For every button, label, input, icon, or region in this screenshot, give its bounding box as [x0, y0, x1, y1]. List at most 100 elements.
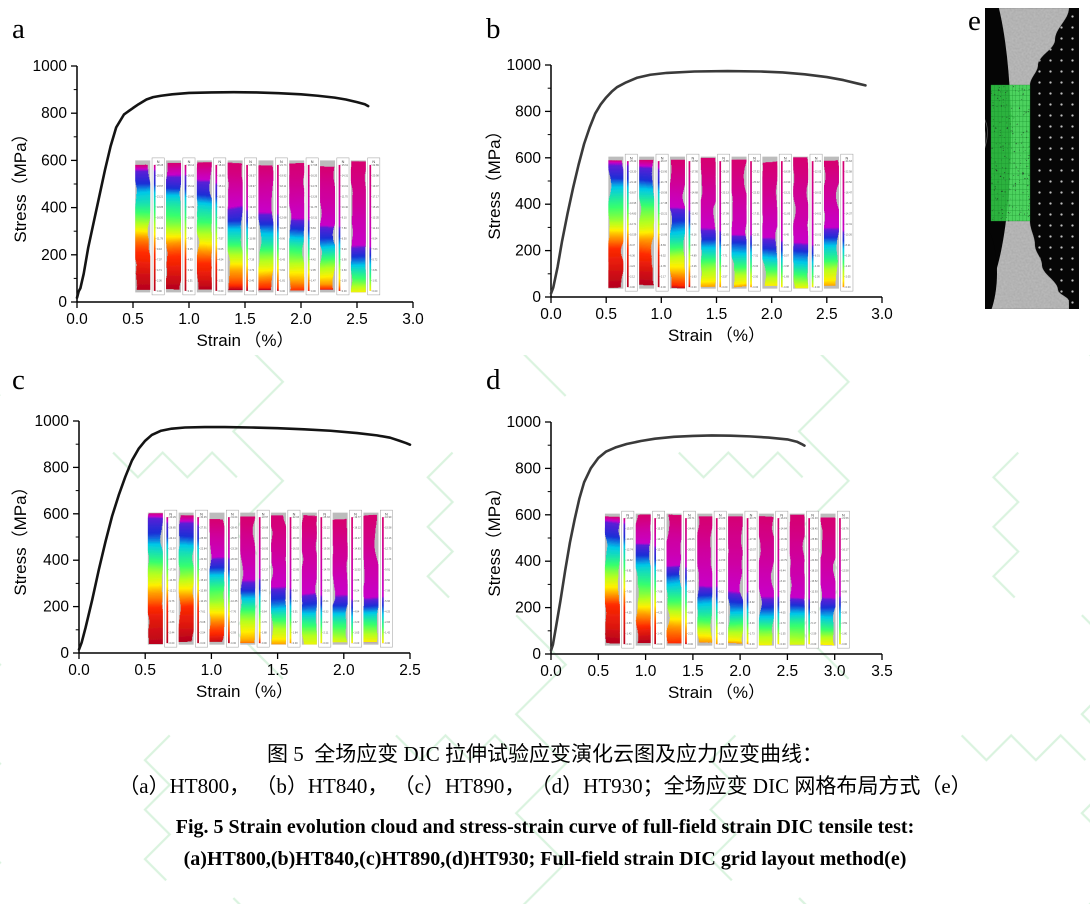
svg-text:3.76: 3.76: [262, 621, 267, 624]
svg-text:17.95: 17.95: [692, 171, 699, 174]
svg-text:14.37: 14.37: [846, 213, 853, 216]
svg-text:7.19: 7.19: [249, 259, 254, 262]
svg-text:8.98: 8.98: [842, 591, 847, 594]
svg-text:6.05: 6.05: [188, 248, 193, 251]
svg-text:16.78: 16.78: [249, 217, 256, 220]
svg-text:0.00: 0.00: [753, 286, 758, 289]
svg-text:7.71: 7.71: [722, 255, 727, 258]
svg-text:15.42: 15.42: [722, 223, 729, 226]
svg-text:19.18: 19.18: [249, 206, 256, 209]
svg-text:1.81: 1.81: [280, 280, 285, 283]
svg-text:21.56: 21.56: [842, 517, 849, 520]
svg-text:26.71: 26.71: [688, 517, 695, 520]
svg-text:10.87: 10.87: [280, 227, 287, 230]
svg-text:18.12: 18.12: [354, 527, 361, 530]
svg-text:5.20: 5.20: [342, 248, 347, 251]
svg-text:15.26: 15.26: [373, 206, 380, 209]
svg-text:13.35: 13.35: [688, 580, 695, 583]
svg-text:13.04: 13.04: [661, 223, 668, 226]
svg-text:18.36: 18.36: [293, 537, 300, 540]
svg-text:10.60: 10.60: [219, 217, 226, 220]
svg-text:7.08: 7.08: [657, 591, 662, 594]
svg-text:16.19: 16.19: [781, 517, 788, 520]
svg-text:3.65: 3.65: [719, 622, 724, 625]
svg-text:4.10: 4.10: [846, 265, 851, 268]
svg-text:2.54: 2.54: [200, 632, 205, 635]
svg-text:200: 200: [515, 243, 541, 260]
svg-text:11.98: 11.98: [249, 238, 256, 241]
svg-text:4.35: 4.35: [661, 265, 666, 268]
svg-text:7.56: 7.56: [188, 238, 193, 241]
svg-text:26.85: 26.85: [170, 527, 177, 530]
svg-text:20.69: 20.69: [231, 558, 238, 561]
svg-text:30.02: 30.02: [753, 160, 760, 163]
svg-text:19.77: 19.77: [354, 516, 361, 519]
svg-text:6.36: 6.36: [630, 255, 635, 258]
svg-text:5.08: 5.08: [200, 621, 205, 624]
svg-text:1000: 1000: [507, 414, 542, 431]
svg-text:18.47: 18.47: [846, 192, 853, 195]
svg-text:14.83: 14.83: [630, 213, 637, 216]
svg-text:10.94: 10.94: [719, 580, 726, 583]
svg-text:2.70: 2.70: [781, 622, 786, 625]
svg-text:11.78: 11.78: [311, 206, 318, 209]
svg-text:1.35: 1.35: [781, 633, 786, 636]
svg-text:2.60: 2.60: [342, 269, 347, 272]
svg-text:1000: 1000: [507, 57, 542, 74]
svg-text:0.00: 0.00: [781, 643, 786, 646]
svg-text:7.76: 7.76: [231, 611, 236, 614]
svg-text:20.06: 20.06: [719, 528, 726, 531]
svg-text:19.07: 19.07: [630, 192, 637, 195]
svg-text:2.11: 2.11: [324, 632, 329, 635]
svg-text:2.57: 2.57: [722, 276, 727, 279]
svg-text:18.81: 18.81: [262, 537, 269, 540]
svg-text:200: 200: [515, 600, 541, 617]
svg-text:16.53: 16.53: [293, 548, 300, 551]
svg-text:1.47: 1.47: [311, 280, 316, 283]
svg-text:1.84: 1.84: [293, 632, 298, 635]
svg-text:10.40: 10.40: [342, 206, 349, 209]
svg-text:3.02: 3.02: [188, 269, 193, 272]
svg-text:23.22: 23.22: [324, 527, 331, 530]
svg-text:800: 800: [515, 460, 541, 477]
svg-text:600: 600: [41, 152, 67, 169]
svg-text:31.04: 31.04: [231, 516, 238, 519]
svg-text:12.75: 12.75: [385, 548, 392, 551]
svg-text:0.5: 0.5: [595, 306, 617, 323]
svg-text:14.01: 14.01: [815, 213, 822, 216]
svg-text:2.23: 2.23: [688, 633, 693, 636]
svg-text:6.50: 6.50: [342, 238, 347, 241]
svg-text:2.5: 2.5: [816, 306, 838, 323]
svg-text:15.52: 15.52: [231, 579, 238, 582]
svg-text:25.70: 25.70: [722, 181, 729, 184]
svg-text:15.21: 15.21: [661, 213, 668, 216]
svg-text:Stress（MPa）: Stress（MPa）: [11, 478, 30, 595]
svg-text:7.80: 7.80: [342, 227, 347, 230]
svg-text:1.30: 1.30: [342, 280, 347, 283]
svg-text:0.00: 0.00: [200, 642, 205, 645]
svg-text:Strain （%）: Strain （%）: [197, 331, 294, 350]
svg-text:24.02: 24.02: [815, 160, 822, 163]
svg-text:14.59: 14.59: [719, 559, 726, 562]
svg-text:600: 600: [43, 506, 69, 523]
svg-text:26.37: 26.37: [249, 175, 256, 178]
svg-text:3.03: 3.03: [219, 269, 224, 272]
svg-text:4.05: 4.05: [781, 612, 786, 615]
svg-text:15.57: 15.57: [627, 528, 634, 531]
svg-text:5.66: 5.66: [385, 600, 390, 603]
svg-text:19.07: 19.07: [373, 185, 380, 188]
svg-text:16.41: 16.41: [719, 549, 726, 552]
svg-text:1.42: 1.42: [385, 632, 390, 635]
svg-text:14.73: 14.73: [311, 185, 318, 188]
svg-text:11.78: 11.78: [157, 238, 164, 241]
svg-text:1.5: 1.5: [682, 663, 704, 680]
svg-text:10.79: 10.79: [781, 559, 788, 562]
svg-text:21.11: 21.11: [324, 537, 331, 540]
svg-text:14.83: 14.83: [354, 548, 361, 551]
svg-text:9.76: 9.76: [170, 600, 175, 603]
svg-text:14.15: 14.15: [657, 538, 664, 541]
svg-text:4.25: 4.25: [627, 612, 632, 615]
svg-text:6.53: 6.53: [692, 244, 697, 247]
svg-text:16.47: 16.47: [354, 537, 361, 540]
svg-text:8.84: 8.84: [311, 227, 316, 230]
